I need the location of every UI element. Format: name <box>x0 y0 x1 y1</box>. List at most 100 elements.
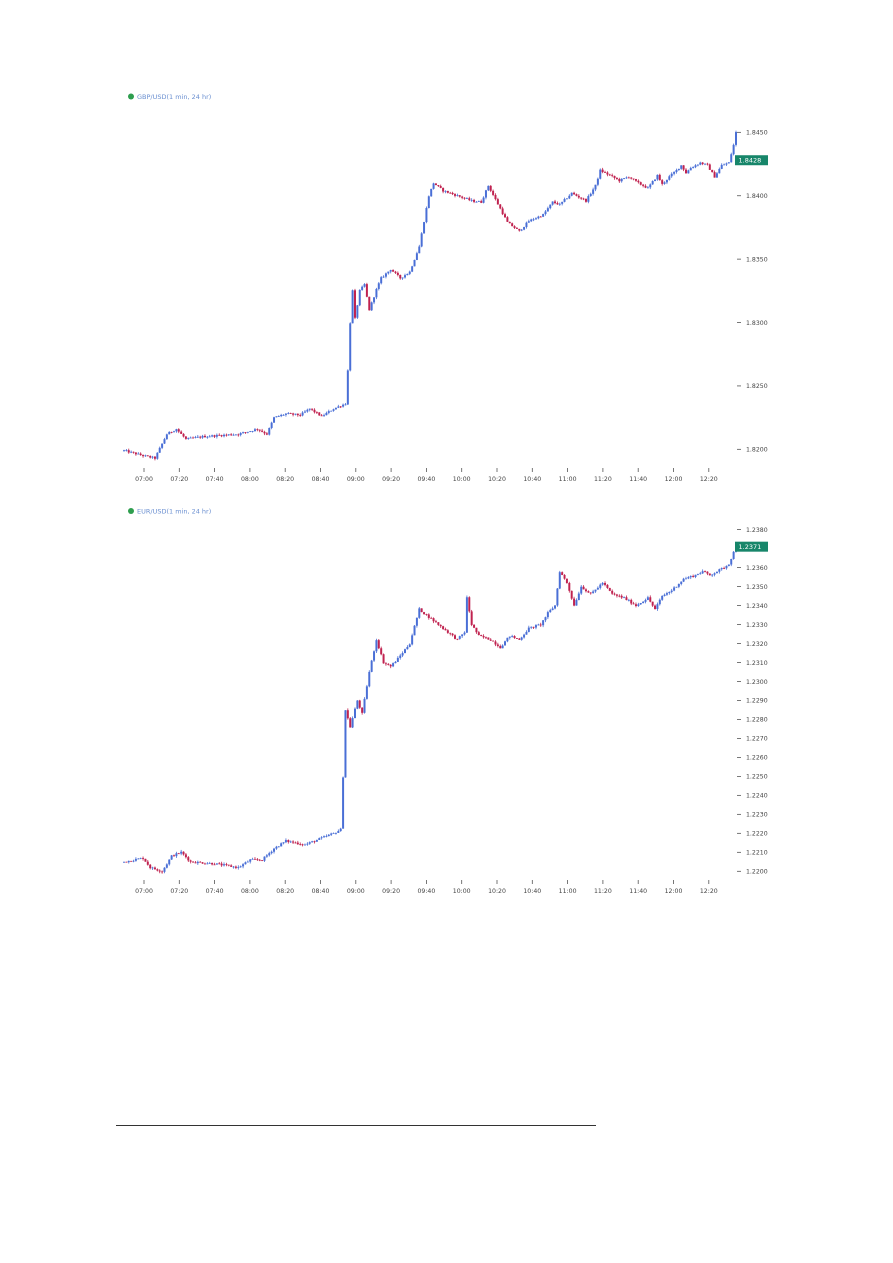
candle-body <box>275 416 278 418</box>
candle-body <box>723 568 726 569</box>
candle-body <box>323 836 326 838</box>
candle-body <box>206 436 209 438</box>
candle-body <box>237 434 240 436</box>
candle-body <box>415 253 418 260</box>
y-axis-tick-label: 1.8250 <box>746 383 768 390</box>
candle-body <box>289 841 292 843</box>
candle-body <box>306 843 309 845</box>
candle-body <box>715 571 718 574</box>
candle-body <box>442 626 445 629</box>
candle-body <box>587 196 590 202</box>
candle-body <box>539 216 542 218</box>
candle-body <box>142 857 145 859</box>
candle-body <box>251 858 254 860</box>
candle-body <box>606 584 609 588</box>
candle-body <box>634 179 637 181</box>
candle-body <box>458 636 461 639</box>
x-axis-tick-label: 10:00 <box>453 888 471 895</box>
candle-body <box>332 832 335 834</box>
x-axis-tick-label: 11:00 <box>559 476 577 483</box>
candle-body <box>494 641 497 645</box>
candle-body <box>499 646 502 649</box>
candle-body <box>420 608 423 613</box>
candle-body <box>663 594 666 596</box>
candle-body <box>682 578 685 582</box>
candle-body <box>694 165 697 168</box>
candle-body <box>494 194 497 200</box>
candle-body <box>446 190 449 193</box>
candle-body <box>656 174 659 180</box>
candle-body <box>651 601 654 606</box>
candle-body <box>211 862 214 865</box>
candle-body <box>249 859 252 862</box>
candle-body <box>392 270 395 272</box>
candle-body <box>615 594 618 596</box>
candle-body <box>632 178 635 180</box>
candle-body <box>434 621 437 623</box>
candle-body <box>180 851 183 854</box>
candle-body <box>489 639 492 641</box>
candle-body <box>258 859 261 861</box>
candle-body <box>623 178 626 179</box>
candle-body <box>299 415 302 416</box>
candle-body <box>675 170 678 173</box>
candle-body <box>158 447 161 453</box>
candle-body <box>661 180 664 184</box>
candle-body <box>449 192 452 194</box>
candle-body <box>187 437 190 439</box>
candle-body <box>627 177 630 179</box>
candle-body <box>727 564 730 566</box>
candle-body <box>303 844 306 846</box>
candle-body <box>630 177 633 179</box>
candle-body <box>444 190 447 192</box>
candle-body <box>532 626 535 628</box>
candle-body <box>173 431 176 433</box>
x-axis-tick-label: 12:20 <box>700 888 718 895</box>
candle-body <box>468 597 471 612</box>
candle-body <box>418 608 421 618</box>
candle-body <box>165 434 168 440</box>
candle-body <box>673 172 676 174</box>
candle-body <box>277 846 280 848</box>
candle-body <box>575 600 578 606</box>
candle-body <box>692 576 695 577</box>
candle-body <box>306 409 309 412</box>
eurusd-current-price: 1.2371 <box>739 543 762 551</box>
candle-body <box>153 867 156 870</box>
candle-body <box>608 174 611 176</box>
candle-body <box>675 586 678 588</box>
candle-body <box>361 286 364 290</box>
candle-body <box>525 631 528 635</box>
candle-body <box>334 832 337 834</box>
candle-body <box>542 620 545 626</box>
x-axis-tick-label: 09:40 <box>417 476 435 483</box>
candle-body <box>682 165 685 170</box>
candle-body <box>173 855 176 857</box>
candle-body <box>687 577 690 579</box>
candle-body <box>463 632 466 635</box>
candle-body <box>704 163 707 165</box>
candle-body <box>332 409 335 411</box>
candle-body <box>692 167 695 169</box>
y-axis-tick-label: 1.2320 <box>746 641 768 648</box>
candle-body <box>399 655 402 658</box>
candle-body <box>606 172 609 175</box>
candle-body <box>134 858 137 861</box>
x-axis-tick-label: 09:40 <box>417 888 435 895</box>
candle-body <box>199 436 202 438</box>
candle-body <box>430 617 433 619</box>
x-axis-tick-label: 10:20 <box>488 888 506 895</box>
candle-body <box>627 599 630 601</box>
candle-body <box>527 627 530 632</box>
candle-body <box>349 323 352 371</box>
candle-body <box>168 859 171 865</box>
candle-body <box>296 842 299 845</box>
candle-body <box>277 416 280 417</box>
candle-body <box>123 450 125 452</box>
candle-body <box>213 864 216 866</box>
candle-body <box>654 179 657 182</box>
candle-body <box>294 413 297 415</box>
candle-body <box>520 229 523 231</box>
candle-body <box>630 599 633 604</box>
candle-body <box>473 624 476 628</box>
